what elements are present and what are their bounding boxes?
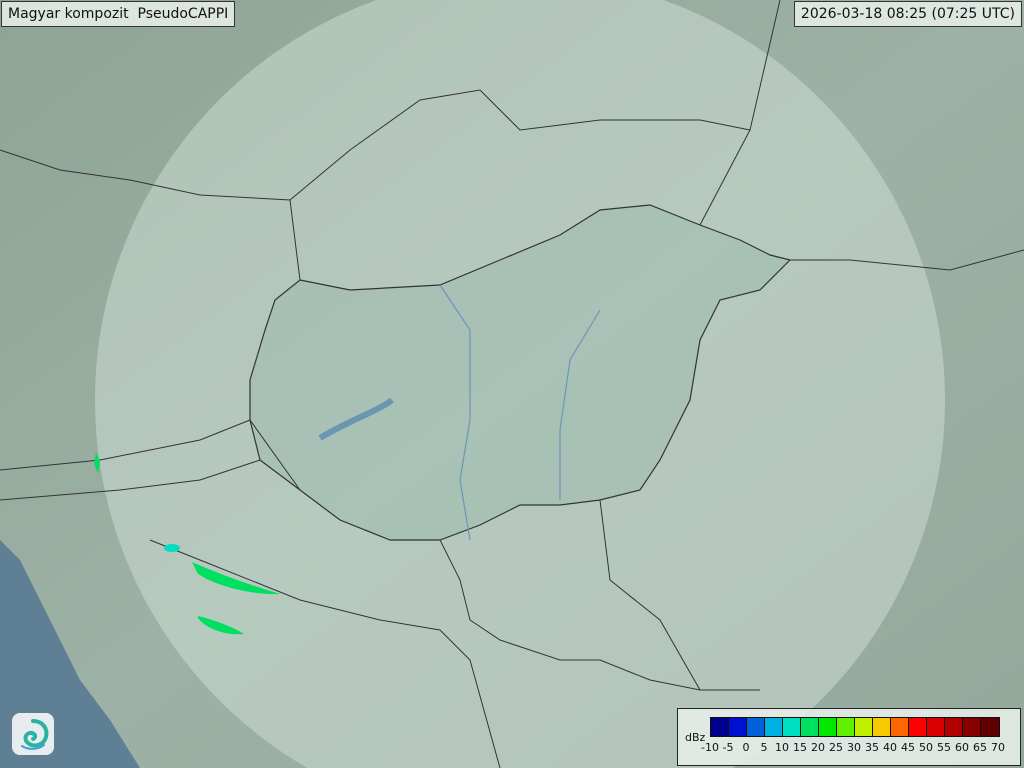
legend-tick-label: 35 [865,741,879,754]
legend-tick-label: -5 [722,741,734,754]
legend-swatch [765,718,783,736]
legend-tick-label: 10 [775,741,789,754]
legend-swatch [747,718,765,736]
legend-swatch [963,718,981,736]
legend-tick-label: 60 [955,741,969,754]
adriatic-sea [0,540,140,768]
legend-swatch [855,718,873,736]
legend-tick-label: 65 [973,741,987,754]
legend-tick-label: 55 [937,741,951,754]
rivers-lakes [318,284,601,541]
legend-ticks: -10 -5 0 5 10 15 20 25 30 35 40 45 50 55 60 65 70 [701,741,1016,761]
legend-tick-label: 70 [991,741,1005,754]
swirl-logo-icon [12,713,54,755]
legend-swatch [981,718,999,736]
map-title: Magyar kompozit PseudoCAPPI [1,1,236,27]
legend-swatch [837,718,855,736]
legend-tick-label: 15 [793,741,807,754]
dbz-legend: dBz -10 -5 0 5 10 15 20 25 30 35 40 45 50 55 60 65 70 [677,708,1021,766]
legend-swatch [909,718,927,736]
precipitation-echoes [94,452,280,635]
legend-swatch [801,718,819,736]
legend-tick-label: 40 [883,741,897,754]
legend-tick-label: -10 [701,741,719,754]
legend-tick-label: 20 [811,741,825,754]
timestamp-label: 2026-03-18 08:25 (07:25 UTC) [793,1,1022,27]
legend-tick-label: 45 [901,741,915,754]
legend-swatch [945,718,963,736]
radar-coverage-area [95,0,945,768]
legend-swatch [729,718,747,736]
legend-tick-label: 5 [760,741,768,754]
legend-tick-label: 30 [847,741,861,754]
legend-swatch [927,718,945,736]
legend-color-bar [710,717,1000,737]
legend-tick-label: 25 [829,741,843,754]
legend-swatch [891,718,909,736]
legend-swatch [819,718,837,736]
legend-tick-label: 50 [919,741,933,754]
legend-unit: dBz [685,731,706,744]
legend-swatch [711,718,729,736]
legend-swatch [783,718,801,736]
legend-swatch [873,718,891,736]
legend-tick-label: 0 [742,741,750,754]
